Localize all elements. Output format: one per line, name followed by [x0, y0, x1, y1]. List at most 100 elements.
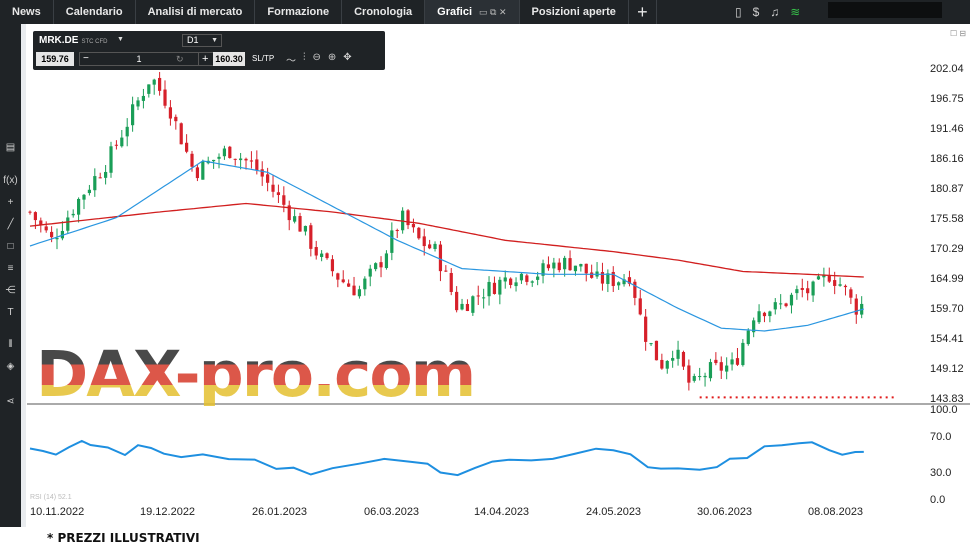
candle-body: [136, 100, 140, 107]
bell-icon[interactable]: ♫: [770, 5, 780, 19]
candle-body: [546, 264, 551, 269]
tab-calendario[interactable]: Calendario: [54, 0, 136, 24]
candle-body: [654, 340, 659, 361]
candle-body: [82, 194, 86, 200]
text-tool-icon[interactable]: T: [7, 307, 14, 318]
candle-body: [131, 104, 135, 126]
pitchfork-icon[interactable]: ⋲: [5, 285, 16, 296]
chevron-down-icon[interactable]: ▼: [117, 36, 124, 43]
function-icon[interactable]: f(x): [3, 175, 18, 186]
candle-body: [509, 278, 513, 285]
candle-body: [816, 276, 821, 280]
candle-body: [114, 144, 119, 146]
candle-body: [190, 153, 194, 167]
sell-price[interactable]: 159.76: [36, 52, 74, 66]
candle-body: [730, 359, 734, 365]
candle-body: [411, 224, 416, 228]
dollar-exchange-icon[interactable]: $: [752, 5, 760, 19]
candle-body: [611, 271, 615, 286]
date-tick-label: 06.03.2023: [364, 506, 420, 518]
candle-body: [822, 274, 826, 278]
price-tick-label: 180.87: [930, 183, 964, 195]
price-tick-label: 202.04: [930, 63, 964, 75]
candle-body: [287, 205, 291, 221]
candle-body: [800, 288, 804, 290]
price-chart[interactable]: [0, 24, 970, 527]
candle-body: [422, 236, 426, 247]
tab-posizioni-aperte[interactable]: Posizioni aperte: [520, 0, 629, 24]
candle-body: [374, 263, 378, 270]
tab-formazione[interactable]: Formazione: [255, 0, 343, 24]
candle-body: [606, 273, 610, 284]
settings-sliders-icon[interactable]: ⫶: [303, 52, 306, 63]
candle-body: [741, 342, 745, 366]
candle-body: [827, 275, 831, 282]
plus-icon[interactable]: +: [629, 0, 657, 24]
layout-icon[interactable]: ▯: [735, 5, 742, 19]
move-icon[interactable]: ✥: [343, 52, 352, 63]
chart-type-icon[interactable]: ▤: [5, 142, 16, 153]
candle-body: [752, 320, 756, 333]
candle-body: [147, 84, 151, 94]
zoom-out-icon[interactable]: ⊖: [312, 52, 321, 63]
crosshair-icon[interactable]: +: [7, 197, 14, 208]
candle-body: [368, 268, 372, 277]
candle-body: [357, 289, 362, 297]
trend-icon[interactable]: 〜: [286, 56, 296, 67]
sltp-button[interactable]: SL/TP: [252, 54, 275, 63]
candle-body: [174, 116, 178, 122]
account-box[interactable]: [828, 2, 942, 18]
indicator-icon[interactable]: ⫴: [8, 339, 13, 350]
buy-price[interactable]: 160.30: [213, 52, 245, 66]
candle-body: [687, 365, 691, 383]
candle-body: [627, 277, 632, 284]
line-tool-icon[interactable]: ╱: [7, 219, 14, 230]
chart-corner-icons[interactable]: ☐ ⊟: [950, 29, 967, 38]
tab-grafici[interactable]: Grafici ▭ ⧉ ✕: [425, 0, 520, 24]
candle-body: [600, 272, 605, 284]
fibonacci-icon[interactable]: ≡: [7, 263, 14, 274]
candle-body: [795, 289, 799, 294]
plus-button[interactable]: +: [198, 53, 226, 65]
date-tick-label: 26.01.2023: [252, 506, 308, 518]
candle-body: [44, 226, 48, 231]
candle-body: [487, 281, 491, 297]
symbol-selector[interactable]: MRK.DE STC CFD: [39, 35, 107, 46]
timeframe-select[interactable]: D1 ▼: [182, 34, 222, 47]
candle-body: [735, 358, 740, 365]
candle-body: [71, 213, 75, 216]
share-icon[interactable]: ⋖: [6, 396, 15, 407]
refresh-icon[interactable]: ↻: [176, 54, 184, 64]
candle-body: [244, 158, 248, 161]
candle-body: [784, 303, 788, 307]
candle-body: [768, 311, 772, 317]
candle-body: [681, 351, 686, 367]
candle-body: [492, 282, 497, 294]
quantity-stepper[interactable]: − 1 ↻ +: [79, 52, 229, 66]
candle-body: [536, 276, 540, 280]
tab-news[interactable]: News: [0, 0, 54, 24]
candle-body: [55, 238, 59, 240]
rectangle-tool-icon[interactable]: □: [7, 241, 14, 252]
candle-body: [249, 160, 254, 162]
candle-body: [660, 359, 664, 369]
chevron-down-icon: ▼: [211, 37, 218, 44]
rsi-tick-label: 70.0: [930, 431, 952, 443]
minus-button[interactable]: −: [83, 53, 89, 64]
tab-cronologia[interactable]: Cronologia: [342, 0, 426, 24]
zoom-in-icon[interactable]: ⊕: [327, 52, 337, 63]
price-tick-label: 175.58: [930, 213, 964, 225]
candle-body: [141, 95, 146, 101]
candle-body: [638, 298, 642, 315]
layers-icon[interactable]: ◈: [6, 361, 15, 372]
candle-body: [557, 262, 561, 271]
candle-body: [849, 289, 853, 298]
candle-body: [714, 359, 718, 364]
candle-body: [676, 349, 680, 359]
tab-analisi-di-mercato[interactable]: Analisi di mercato: [136, 0, 256, 24]
candle-body: [104, 171, 108, 178]
tab-controls-icons[interactable]: ▭ ⧉ ✕: [479, 6, 507, 17]
candle-body: [401, 210, 405, 231]
chart-toolbar: MRK.DE STC CFD ▼ D1 ▼ 159.76 − 1 ↻ + 160.…: [33, 31, 385, 70]
quantity-value[interactable]: 1: [136, 54, 142, 64]
